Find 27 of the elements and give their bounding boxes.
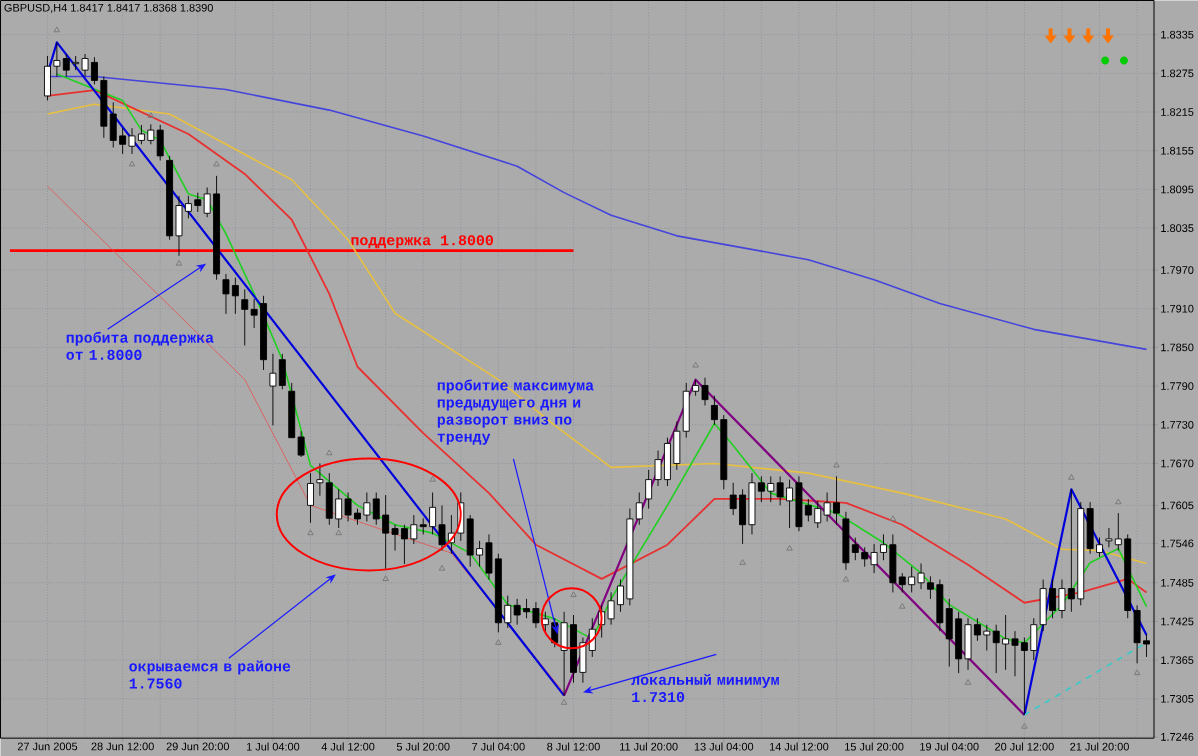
point: [889, 515, 897, 521]
point: [53, 26, 61, 33]
point: [1115, 498, 1122, 505]
point: [1021, 722, 1028, 729]
point: [175, 259, 183, 266]
point: [842, 575, 850, 582]
point: [382, 575, 389, 581]
point: [833, 461, 840, 468]
point: [786, 544, 793, 551]
point: [899, 602, 906, 609]
point: [739, 559, 746, 565]
point: [570, 591, 577, 598]
point: [335, 529, 342, 536]
point: [1133, 669, 1141, 676]
point: [1068, 473, 1075, 480]
point: [560, 698, 568, 705]
point: [326, 449, 333, 456]
point: [307, 529, 314, 536]
point: [213, 160, 220, 167]
point: [495, 638, 502, 645]
candlestick: [307, 472, 314, 524]
point: [147, 112, 155, 118]
point: [692, 361, 699, 368]
point: [964, 678, 972, 685]
point: [128, 160, 136, 167]
point: [438, 564, 446, 571]
point: [429, 475, 436, 482]
